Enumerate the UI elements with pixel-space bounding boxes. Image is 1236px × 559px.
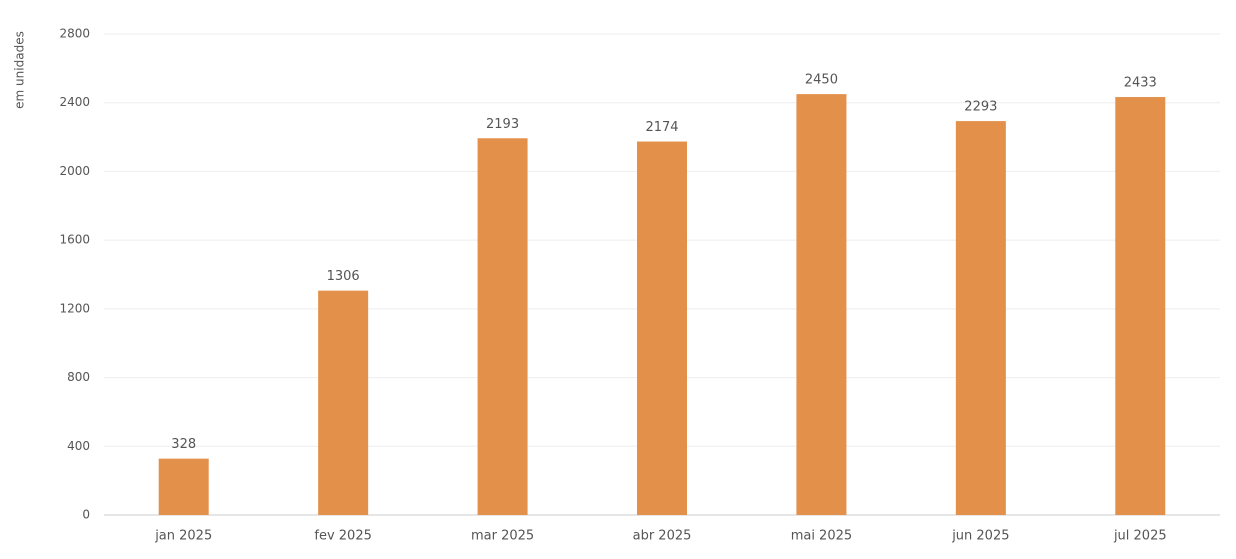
x-tick-label: abr 2025 <box>633 529 692 544</box>
bar <box>158 458 209 515</box>
x-tick-label: jan 2025 <box>154 529 212 544</box>
data-label: 2193 <box>486 117 519 132</box>
data-label: 1306 <box>327 269 360 284</box>
x-tick-label: mar 2025 <box>471 529 534 544</box>
bar <box>796 94 847 515</box>
y-tick-label: 400 <box>67 439 90 453</box>
x-tick-label: mai 2025 <box>791 529 852 544</box>
x-tick-label: jul 2025 <box>1113 529 1167 544</box>
data-label: 328 <box>171 437 196 452</box>
x-tick-label: fev 2025 <box>314 529 371 544</box>
bar <box>477 138 528 515</box>
data-label: 2293 <box>964 100 997 115</box>
bar <box>637 141 687 516</box>
y-tick-label: 2400 <box>59 95 90 109</box>
y-tick-label: 2800 <box>59 27 90 41</box>
y-tick-label: 0 <box>82 508 90 522</box>
x-tick-label: jun 2025 <box>951 529 1009 544</box>
bar <box>1115 97 1166 516</box>
y-tick-label: 2000 <box>59 164 90 178</box>
y-tick-label: 1200 <box>59 301 90 315</box>
data-label: 2433 <box>1124 76 1157 91</box>
bar <box>318 290 369 515</box>
data-label: 2450 <box>805 73 838 88</box>
data-label: 2174 <box>645 120 678 135</box>
y-axis-label: em unidades <box>13 31 27 109</box>
bar <box>955 121 1006 515</box>
y-tick-label: 1600 <box>59 233 90 247</box>
y-tick-label: 800 <box>67 370 90 384</box>
